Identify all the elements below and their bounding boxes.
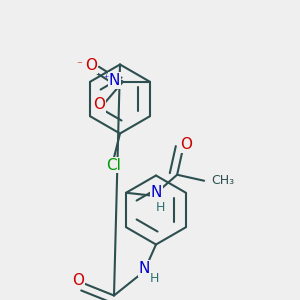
Text: ⁺: ⁺ <box>104 74 109 84</box>
Text: Cl: Cl <box>106 158 122 172</box>
Text: H: H <box>150 272 159 286</box>
Text: H: H <box>156 201 165 214</box>
Text: O: O <box>180 137 192 152</box>
Text: N: N <box>150 185 162 200</box>
Text: CH₃: CH₃ <box>212 174 235 187</box>
Text: O: O <box>85 58 98 73</box>
Text: O: O <box>72 273 84 288</box>
Text: O: O <box>93 97 105 112</box>
Text: N: N <box>138 261 150 276</box>
Text: N: N <box>109 73 120 88</box>
Text: ⁻: ⁻ <box>76 60 82 70</box>
